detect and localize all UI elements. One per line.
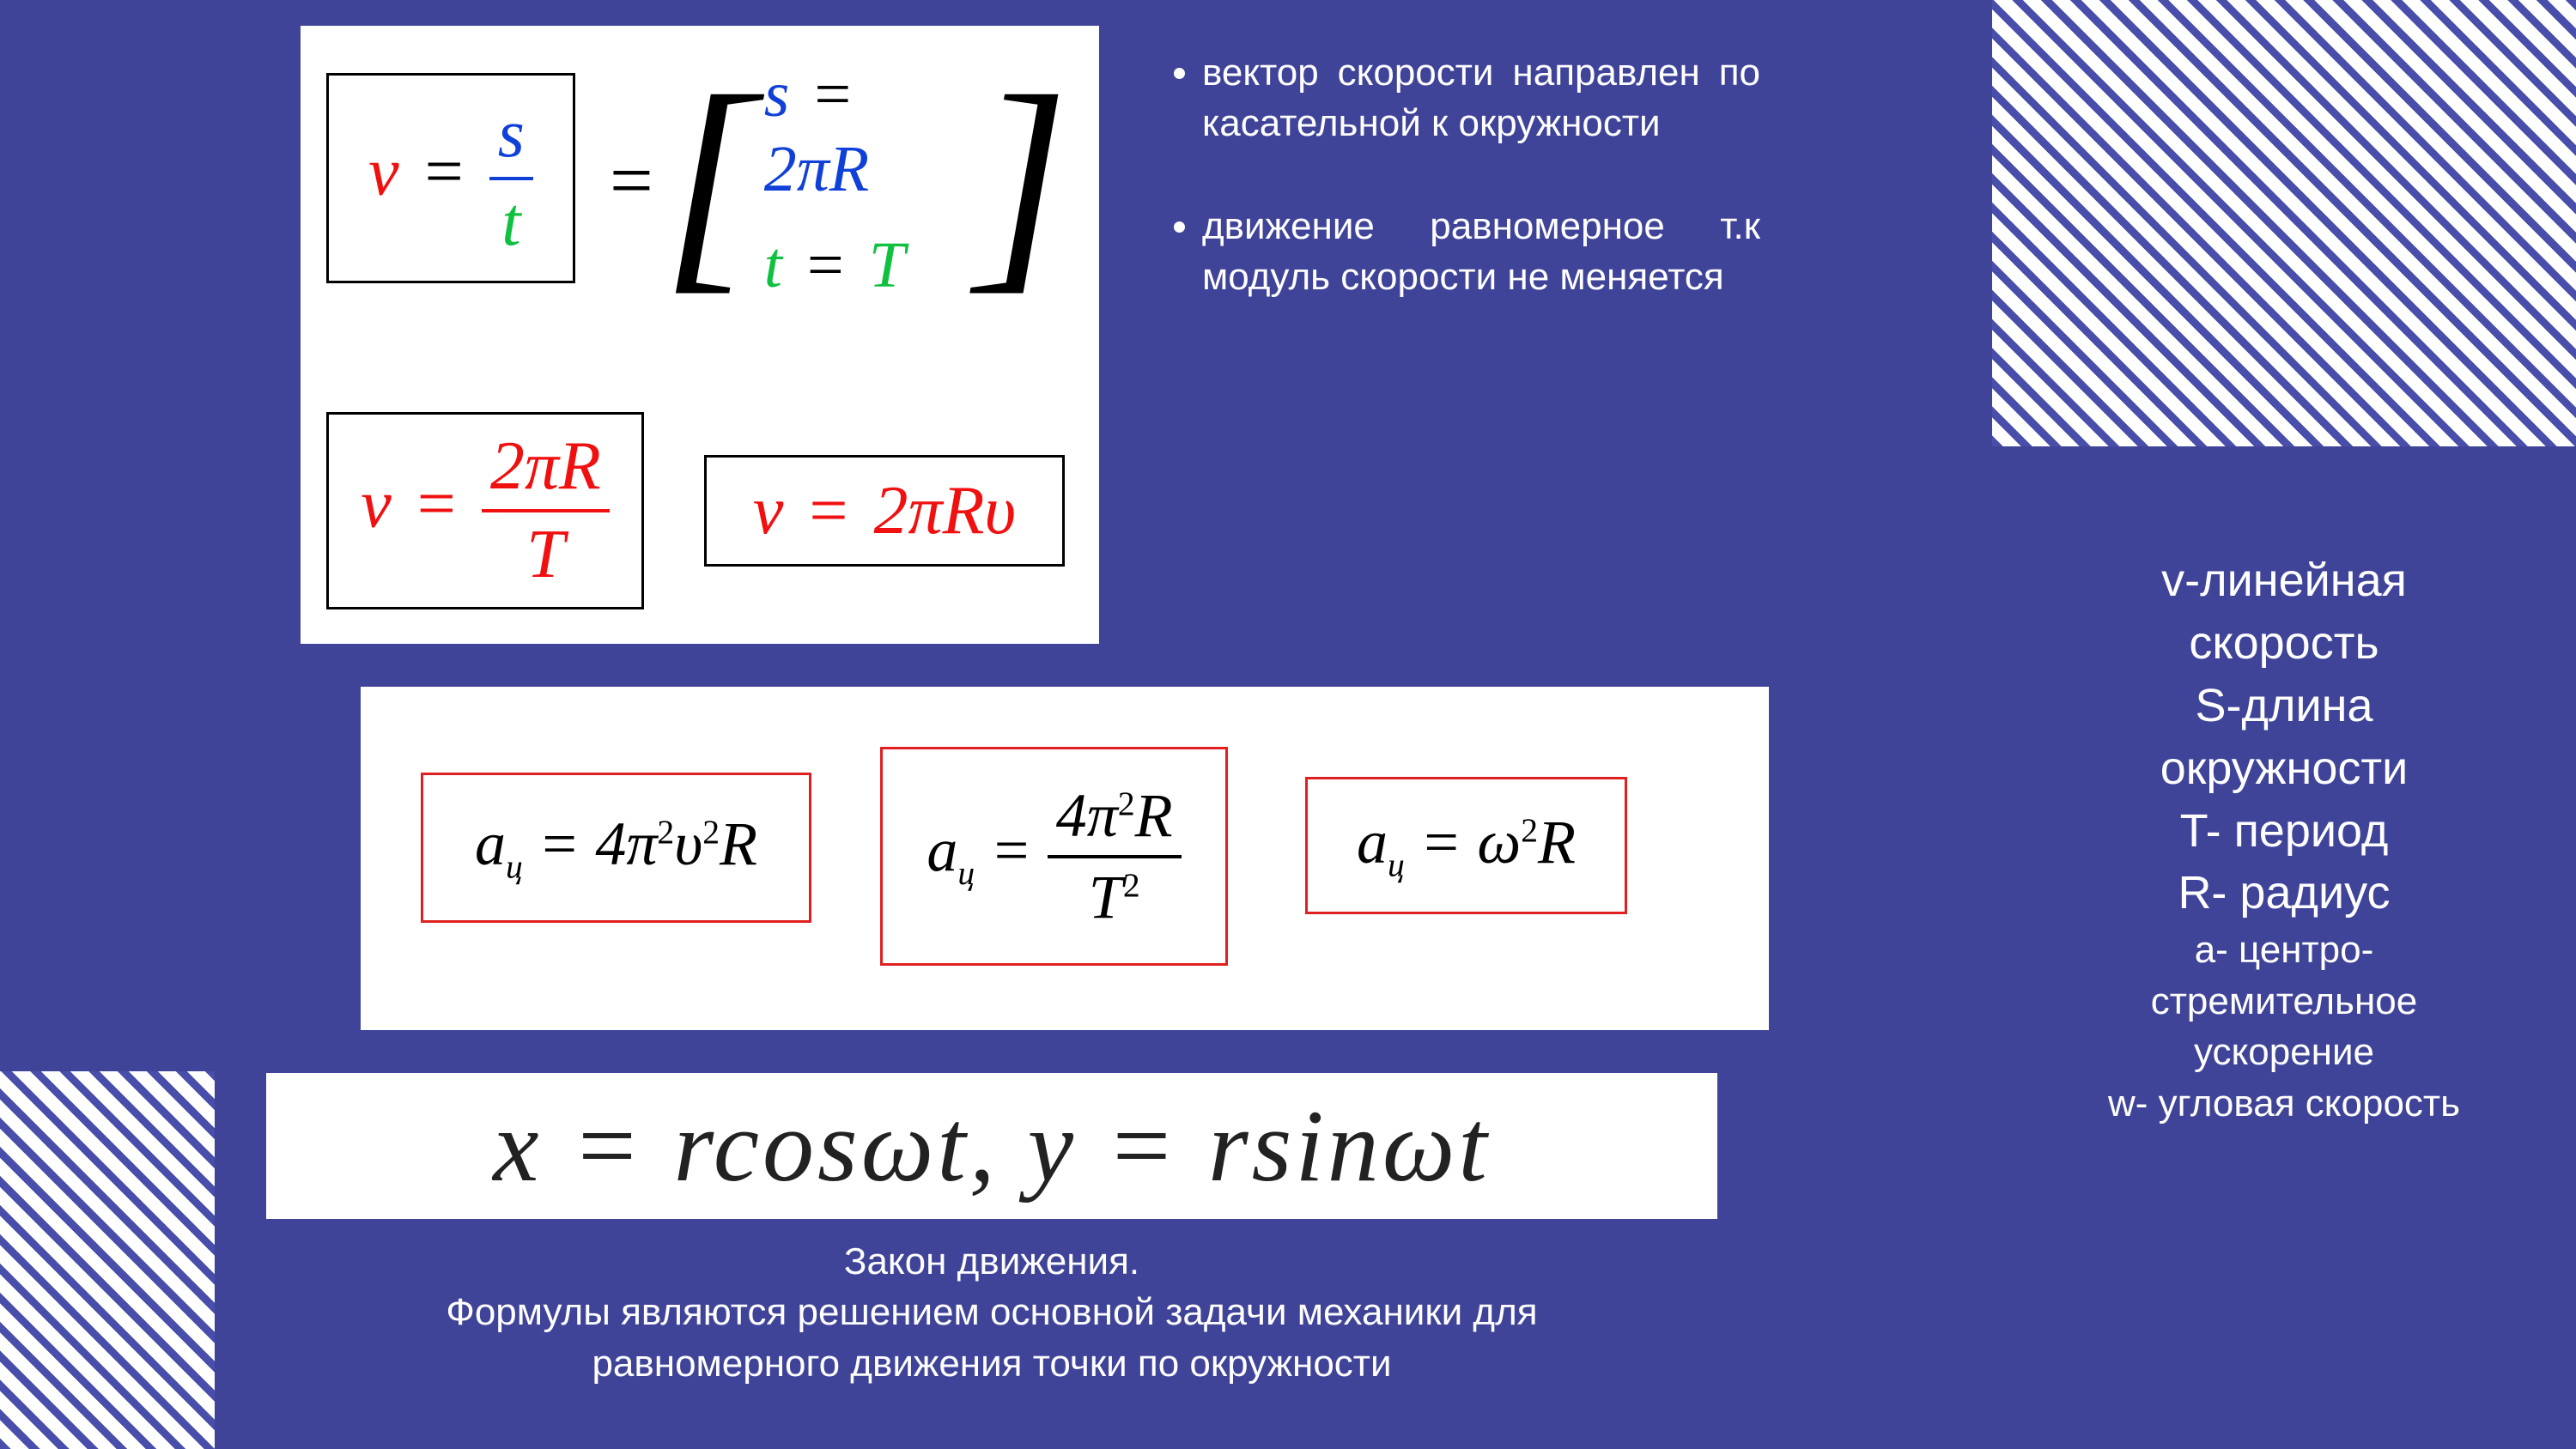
bullet-list: вектор скорости направлен по касательной… — [1159, 47, 1760, 355]
formula-v-equals-2piRnu: v = 2πRυ — [704, 455, 1065, 567]
legend-line: скорость — [2018, 612, 2550, 675]
formula-card-velocity: v = s t = [ s = 2πR t = T ] v = 2πR T v … — [301, 26, 1099, 644]
formula-a-4pi2nu2R: aц = 4π2υ2R — [421, 773, 811, 923]
legend-line: T- период — [2018, 800, 2550, 863]
formula-card-law-of-motion: x = rcosωt, y = rsinωt — [266, 1073, 1717, 1219]
formula-card-acceleration: aц = 4π2υ2R aц = 4π2R T2 aц = ω2R — [361, 687, 1769, 1030]
stripe-pattern-top-right — [1992, 0, 2576, 446]
bullet-item: движение равномерное т.к модуль скорости… — [1202, 201, 1760, 303]
formula-bracket-definitions: = [ s = 2πR t = T ] — [601, 52, 1069, 309]
legend-line: стремительное — [2018, 976, 2550, 1027]
legend-line: a- центро- — [2018, 925, 2550, 975]
formula-v-equals-s-over-t: v = s t — [326, 73, 575, 283]
legend-line: w- угловая скорость — [2018, 1078, 2550, 1129]
formula-a-4pi2R-over-T2: aц = 4π2R T2 — [880, 747, 1228, 966]
legend-line: v-линейная — [2018, 549, 2550, 612]
legend-line: S-длина — [2018, 675, 2550, 737]
formula-a-omega2R: aц = ω2R — [1305, 777, 1627, 914]
legend-panel: v-линейная скорость S-длина окружности T… — [1992, 446, 2576, 1449]
caption-law-of-motion: Закон движения. Формулы являются решение… — [266, 1236, 1717, 1389]
legend-line: R- радиус — [2018, 862, 2550, 925]
formula-x-y-parametric: x = rcosωt, y = rsinωt — [275, 1073, 1709, 1219]
bullet-item: вектор скорости направлен по касательной… — [1202, 47, 1760, 149]
legend-line: ускорение — [2018, 1027, 2550, 1077]
formula-v-equals-2piR-over-T: v = 2πR T — [326, 412, 644, 609]
stripe-pattern-bottom-left — [0, 1071, 215, 1449]
legend-line: окружности — [2018, 737, 2550, 800]
